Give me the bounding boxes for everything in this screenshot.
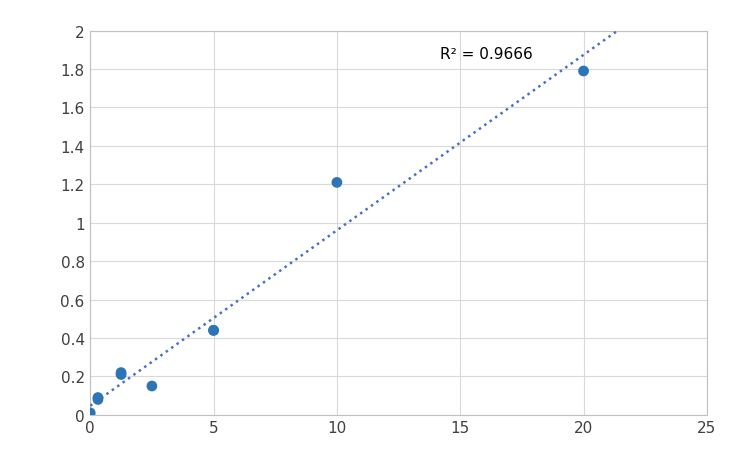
Point [115,371,127,378]
Point [331,179,343,187]
Text: R² = 0.9666: R² = 0.9666 [441,46,533,61]
Point [92,394,104,401]
Point [146,382,158,390]
Point [92,396,104,403]
Point [84,410,96,417]
Point [208,327,220,334]
Point [578,68,590,75]
Point [208,327,220,334]
Point [115,369,127,376]
